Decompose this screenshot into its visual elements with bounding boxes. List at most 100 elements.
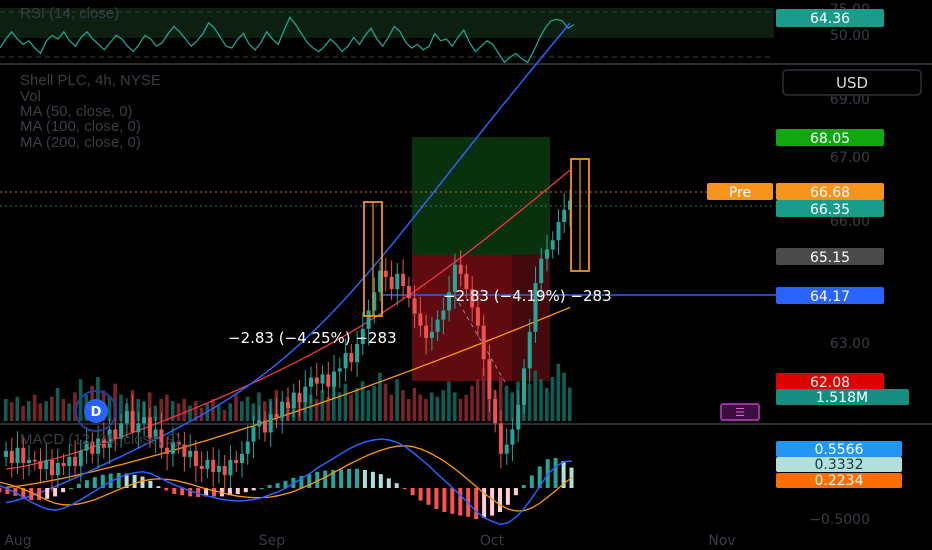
volume-bar <box>383 383 388 421</box>
candle-body <box>240 453 244 463</box>
volume-bar <box>15 396 20 421</box>
volume-bar <box>395 379 399 421</box>
candle <box>27 445 31 476</box>
macd-hist-bar <box>116 473 121 488</box>
candle-body <box>124 411 129 424</box>
currency-button[interactable] <box>782 69 922 96</box>
pre-market-tag-label: Pre <box>729 185 751 201</box>
candle <box>44 443 49 480</box>
volume-bar <box>159 399 163 421</box>
candle <box>216 449 221 484</box>
candle-body <box>522 368 526 405</box>
candle-body <box>147 417 152 439</box>
time-axis[interactable]: Aug Sep Oct Nov <box>4 533 735 549</box>
candle-body <box>401 273 406 286</box>
volume-bar <box>533 370 538 421</box>
candle-body <box>73 456 78 466</box>
macd-hist-bar <box>243 488 248 493</box>
candle-body <box>142 417 147 424</box>
candle-body <box>343 353 348 369</box>
candle <box>211 447 216 487</box>
macd-hist-bar <box>267 485 272 488</box>
volume-bar <box>61 399 66 421</box>
candle-body <box>458 264 463 274</box>
low-price-badge <box>776 373 884 390</box>
candle <box>447 275 452 322</box>
position-profit-zone[interactable] <box>412 137 550 255</box>
candle <box>568 189 572 227</box>
trend-dashed-line[interactable] <box>454 295 506 383</box>
candle <box>78 439 83 483</box>
volume-bar <box>240 401 244 421</box>
volume-bar <box>309 394 313 421</box>
candle <box>452 253 457 309</box>
macd-hist-bar <box>498 488 502 512</box>
candle-body <box>332 371 336 387</box>
macd-hist-bar <box>339 469 344 488</box>
candle-body <box>228 459 233 476</box>
measure-label-left: −2.83 (−4.25%) −283 <box>228 329 397 347</box>
volume-bar <box>153 405 158 421</box>
pre-market-price-label: 66.68 <box>810 185 850 201</box>
volume-bar <box>412 388 417 421</box>
events-icon[interactable] <box>720 403 760 421</box>
stop-price-badge <box>776 248 884 265</box>
candle-body <box>205 459 210 469</box>
candle-body <box>96 438 101 454</box>
candle-body <box>366 310 371 329</box>
macd-hist-bar <box>458 488 463 516</box>
macd-tick: −0.5000 <box>809 512 870 528</box>
volume-bar <box>182 399 186 421</box>
dividend-marker-label: D <box>91 405 102 420</box>
candle <box>326 361 331 402</box>
candle <box>435 310 440 341</box>
volume-bar <box>452 392 457 421</box>
volume-bar <box>176 403 181 421</box>
candle <box>113 414 118 452</box>
candle <box>170 427 175 467</box>
candle-body <box>199 466 204 469</box>
macd-hist-bar <box>92 477 97 488</box>
candle <box>188 434 193 468</box>
candle <box>464 264 469 299</box>
candle <box>360 312 365 355</box>
candle-body <box>435 319 440 332</box>
candle-body <box>119 423 124 439</box>
candle-body <box>441 310 446 320</box>
ray-price-badge <box>776 287 884 304</box>
candle <box>136 412 141 449</box>
candle <box>67 444 72 481</box>
candle-body <box>326 374 331 387</box>
price-pane: 69.00 67.00 66.00 63.00 −2.83 (−4.25%) −… <box>0 22 922 504</box>
candle <box>343 338 348 382</box>
macd-hist-bar <box>418 488 423 501</box>
candle <box>274 397 279 429</box>
candle-body <box>291 392 296 409</box>
candle <box>130 394 135 444</box>
candle-body <box>504 444 509 454</box>
last-price-badge <box>776 200 884 217</box>
rsi-band <box>0 8 774 38</box>
macd-hist-bar <box>29 488 34 500</box>
rsi-legend: RSI (14, close) <box>20 5 120 22</box>
low-price-label: 62.08 <box>810 375 850 391</box>
candle <box>309 366 313 404</box>
candle <box>510 418 515 462</box>
macd-hist-bar <box>434 488 439 509</box>
volume-bar <box>498 377 503 421</box>
volume-bar <box>147 392 152 421</box>
candle <box>401 259 406 299</box>
candle <box>475 290 480 337</box>
dividend-marker[interactable] <box>75 390 117 432</box>
candle <box>263 411 267 442</box>
pre-market-tag <box>707 183 773 200</box>
legend-ma200: MA (200, close, 0) <box>20 134 141 151</box>
candle-body <box>418 313 423 326</box>
candle <box>251 415 256 459</box>
volume-bar <box>222 410 227 421</box>
legend-ma50: MA (50, close, 0) <box>20 103 133 120</box>
candle <box>297 380 302 417</box>
volume-bar <box>343 383 348 421</box>
candle <box>32 450 37 471</box>
